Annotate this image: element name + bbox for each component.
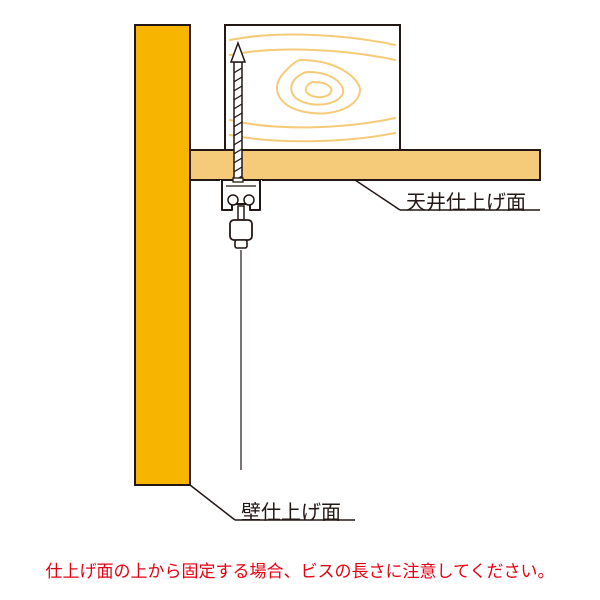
diagram-canvas: 天井仕上げ面 壁仕上げ面 仕上げ面の上から固定する場合、ビスの長さに注意してくだ… xyxy=(0,0,600,600)
caution-caption: 仕上げ面の上から固定する場合、ビスの長さに注意してください。 xyxy=(0,557,600,582)
ceiling-label: 天井仕上げ面 xyxy=(406,186,526,215)
wall-label: 壁仕上げ面 xyxy=(241,496,341,525)
